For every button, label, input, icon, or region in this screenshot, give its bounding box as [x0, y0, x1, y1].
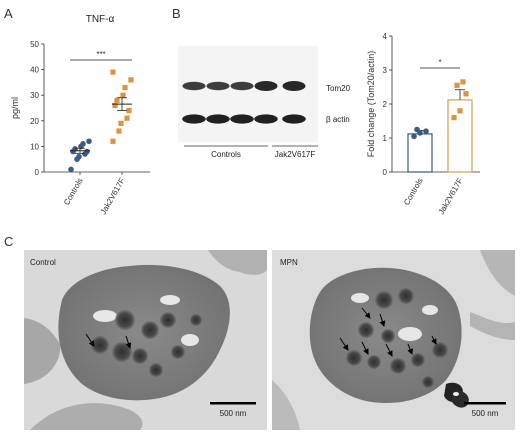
x-tick-label: Controls	[62, 177, 85, 207]
blot-label-tom20: Tom20	[326, 84, 351, 93]
x-tick-label: Controls	[402, 177, 425, 207]
arrow	[339, 337, 349, 351]
data-point	[110, 138, 116, 144]
blot-group-controls: Controls	[211, 150, 241, 159]
data-point	[457, 108, 463, 114]
blot-group-jak2: Jak2V617F	[275, 150, 316, 159]
chart-b-ylabel: Fold change (Tom20/actin)	[366, 51, 376, 158]
data-point	[116, 128, 122, 134]
y-tick-label: 30	[30, 91, 39, 100]
data-point	[126, 107, 132, 114]
arrow	[431, 335, 437, 345]
chart-b-bars	[407, 79, 473, 173]
data-point	[112, 102, 118, 109]
data-point	[411, 133, 417, 140]
scale-bar-label: 500 nm	[472, 409, 499, 418]
blot-bands	[182, 81, 306, 124]
y-tick-label: 10	[30, 142, 39, 151]
data-point	[460, 79, 466, 85]
data-point	[454, 82, 460, 88]
y-tick-label: 20	[30, 117, 39, 126]
chart-a-ylabel: pg/ml	[10, 97, 20, 119]
data-point	[76, 153, 82, 160]
data-point	[110, 69, 116, 75]
tnf-alpha-chart: TNF-α pg/ml 0 10 20 30 40 50 Controls Jak2V617F…	[10, 14, 150, 216]
data-point	[463, 91, 469, 97]
band-actin	[230, 114, 254, 124]
data-point	[128, 77, 134, 83]
y-tick-label: 3	[383, 66, 388, 75]
data-point	[86, 138, 92, 145]
band-tom20	[206, 81, 230, 91]
scale-bar-label: 500 nm	[220, 409, 247, 418]
band-tom20	[254, 81, 278, 91]
data-point	[118, 120, 124, 126]
scale-bar	[210, 402, 256, 405]
arrow	[125, 335, 132, 349]
blot-background	[178, 46, 318, 142]
band-tom20	[182, 81, 206, 91]
data-point	[68, 166, 74, 173]
data-point	[84, 148, 90, 155]
chart-a-title: TNF-α	[86, 14, 115, 25]
data-point	[414, 126, 420, 133]
y-tick-label: 1	[383, 134, 388, 143]
micrograph-mpn-label: MPN	[280, 258, 298, 267]
chart-a-points	[68, 69, 134, 173]
data-point	[80, 141, 86, 147]
western-blot: Tom20 β actin Controls Jak2V617F	[178, 46, 351, 159]
tom20-chart: Fold change (Tom20/actin) 0 1 2 3 4 Controls J…	[366, 32, 480, 216]
significance-stars: ***	[96, 50, 105, 59]
panel-label-a: A	[4, 6, 13, 21]
band-tom20	[230, 81, 254, 91]
y-tick-label: 50	[30, 40, 39, 49]
arrow	[379, 313, 386, 327]
scale-bar	[464, 402, 506, 405]
blot-label-actin: β actin	[326, 115, 350, 124]
y-tick-label: 40	[30, 66, 39, 75]
data-point	[114, 97, 120, 103]
y-tick-label: 0	[383, 168, 388, 177]
x-tick-label: Jak2V617F	[99, 176, 127, 216]
arrow	[85, 333, 95, 347]
band-actin	[206, 114, 230, 124]
micrograph-mpn: MPN 500 nm	[272, 250, 515, 430]
band-actin	[282, 114, 306, 124]
band-actin	[254, 114, 278, 124]
arrow	[361, 341, 369, 355]
data-point	[451, 115, 457, 121]
band-actin	[182, 114, 206, 124]
arrow	[385, 343, 393, 357]
micrograph-control: Control 500 nm	[24, 250, 267, 430]
chart-b-significance: *	[420, 58, 460, 69]
panel-label-c: C	[4, 234, 13, 249]
micrograph-control-label: Control	[30, 258, 56, 267]
x-tick-label: Jak2V617F	[437, 176, 465, 216]
chart-a-significance: ***	[70, 50, 132, 61]
y-tick-label: 4	[383, 32, 388, 41]
significance-stars: *	[438, 58, 441, 67]
data-point	[124, 115, 130, 121]
arrow	[407, 343, 413, 355]
y-tick-label: 0	[35, 168, 40, 177]
data-point	[120, 92, 126, 98]
data-point	[423, 128, 429, 134]
band-tom20	[282, 81, 306, 91]
y-tick-label: 2	[383, 100, 388, 109]
chart-a-axes: 0 10 20 30 40 50 Controls Jak2V617F	[30, 40, 150, 216]
arrow	[361, 307, 371, 319]
bar	[407, 133, 433, 173]
panel-label-b: B	[172, 6, 181, 21]
data-point	[122, 84, 128, 91]
